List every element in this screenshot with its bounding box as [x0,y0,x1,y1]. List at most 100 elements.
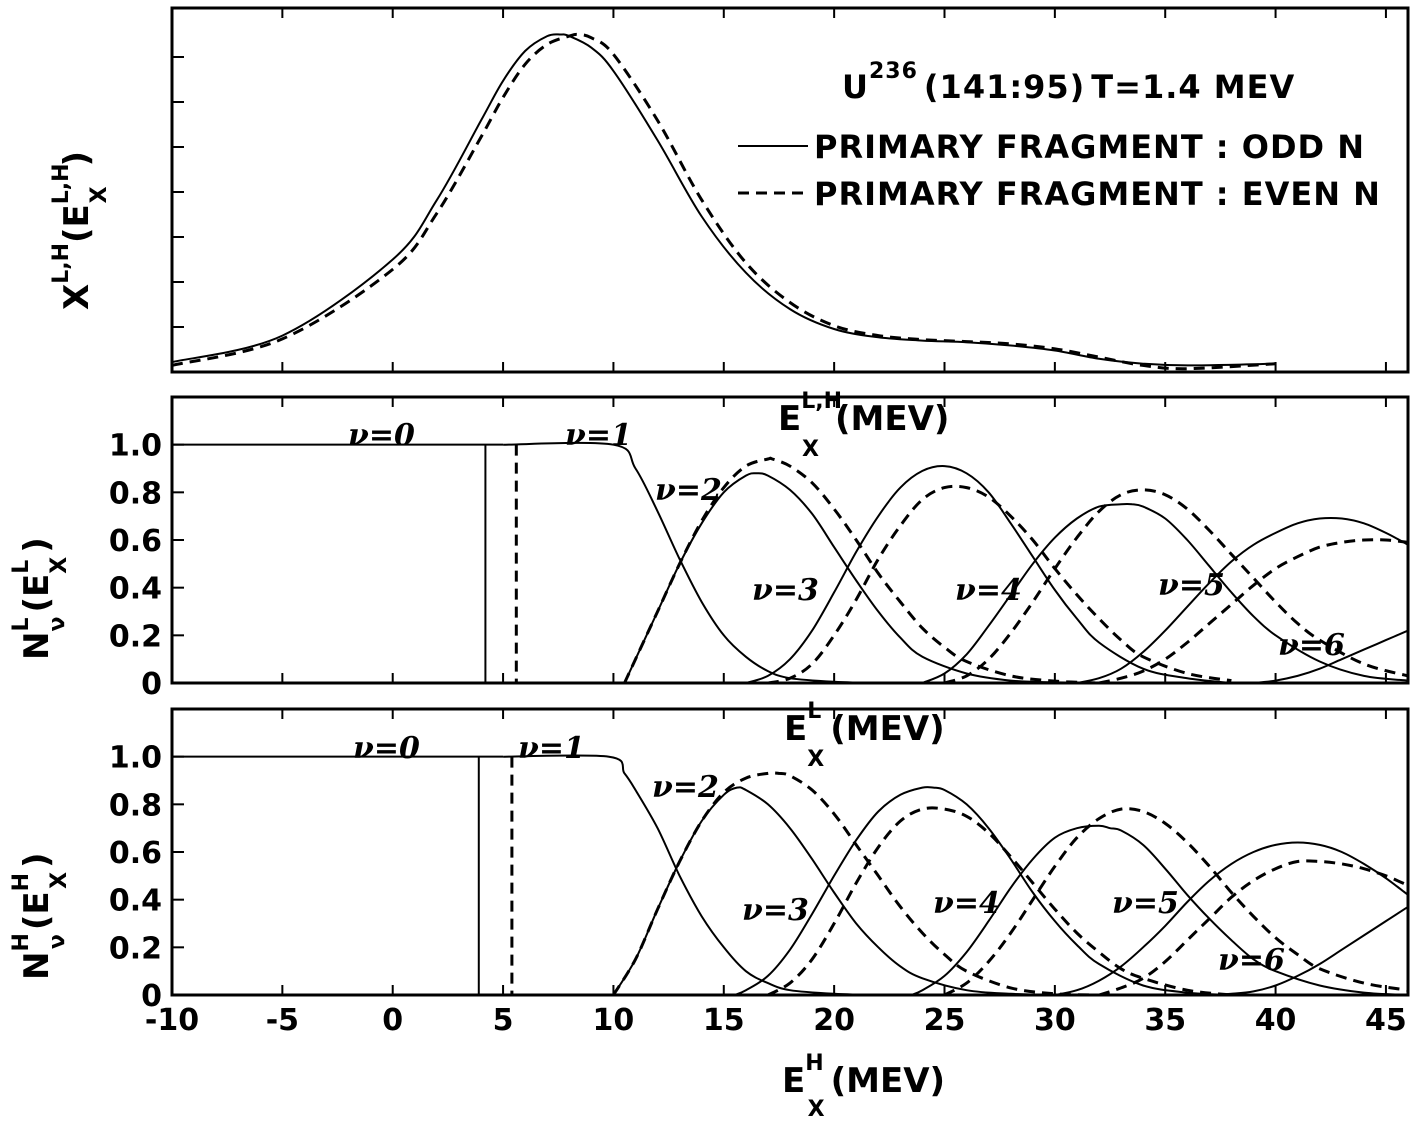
bottom-ylabel-sub: ν [45,934,70,949]
bottom-ylabel-sup: H [9,933,34,951]
x-tick-label: -5 [266,1003,299,1038]
curve--1 [503,754,923,997]
y-tick-label: 0.6 [109,836,162,871]
middle-xlabel: EL X(MEV) [784,699,945,772]
middle-ylabel-base: N [17,632,57,660]
top-xlabel-unit: (MEV) [835,399,949,439]
curve--5-even [1098,859,1409,997]
x-tick-label: 25 [924,1003,966,1038]
curve--2-even [623,456,1100,685]
curve--2-odd [612,786,1100,997]
curve-label-nu-3: ν=3 [742,893,809,928]
y-tick-label: 1.0 [109,741,162,776]
middle-ylabel-arg-close: ) [17,537,57,553]
curve-label-nu-4: ν=4 [955,573,1022,608]
middle-xlabel-unit: (MEV) [830,709,944,749]
curve--3-odd [734,786,1232,996]
middle-ylabel-arg-sub: X [47,557,72,574]
middle-xlabel-sup: L [807,699,821,724]
curve-label-nu-6: ν=6 [1278,628,1345,663]
curve--1 [503,441,923,685]
top-xlabel-base: E [778,399,801,439]
bottom-ylabel-arg-sup: H [9,873,34,891]
curve-primary-fragment-even-n-even [171,32,1276,371]
y-tick-label: 1.0 [109,429,162,464]
x-tick-label: -10 [145,1003,199,1038]
x-tick-label: 5 [493,1003,514,1038]
curve--6 [1253,629,1409,684]
y-tick-label: 0.8 [109,788,162,823]
top-ylabel-base: X [57,284,97,310]
curve--4-even [944,488,1409,685]
curve-label-nu-1: ν=1 [565,418,632,453]
curve-label-nu-2: ν=2 [652,770,719,805]
top-ylabel-arg-open: (E [57,204,97,243]
bottom-xlabel-sup: H [805,1051,823,1076]
middle-ylabel-arg-open: (E [17,574,57,613]
curve--5-odd [1054,841,1409,996]
bottom-ylabel-arg-sub: X [47,872,72,889]
y-tick-label: 0.2 [109,619,162,654]
top-title: U236 (141:95) T=1.4 MEV [842,59,1295,106]
top-title-ratio: (141:95) [924,68,1085,106]
curve--3-odd [745,465,1232,684]
bottom-ylabel-base: N [17,952,57,980]
y-tick-label: 0.6 [109,524,162,559]
middle-ylabel: NL ν(EL X) [9,537,72,660]
x-tick-label: 0 [382,1003,403,1038]
curve-label-nu-5: ν=5 [1158,568,1225,603]
x-tick-label: 20 [813,1003,855,1038]
top-ylabel-sup: L,H [49,243,74,284]
curve-label-nu-0: ν=0 [353,731,420,766]
top-title-nucleus: U [842,68,869,106]
x-tick-label: 30 [1034,1003,1076,1038]
curve--4-odd [922,503,1409,684]
bottom-xlabel-sub: X [808,1097,825,1122]
top-ylabel: XL,H(EL,H X) [49,151,112,310]
y-tick-label: 0.2 [109,931,162,966]
top-xlabel-sup: L,H [801,389,842,414]
y-tick-label: 0 [141,979,162,1014]
bottom-xlabel: EH X(MEV) [782,1051,945,1122]
middle-ylabel-arg-sup: L [9,560,34,574]
middle-xlabel-sub: X [807,747,824,772]
top-ylabel-arg-close: ) [57,151,97,167]
x-tick-label: 40 [1255,1003,1297,1038]
bottom-ylabel-arg-close: ) [17,852,57,868]
y-tick-label: 0 [141,667,162,702]
y-tick-label: 0.8 [109,476,162,511]
curve-label-nu-4: ν=4 [933,886,1000,921]
bottom-xlabel-base: E [782,1061,805,1101]
curve-label-nu-5: ν=5 [1112,886,1179,921]
curve-label-nu-0: ν=0 [348,418,415,453]
curve-label-nu-1: ν=1 [518,731,585,766]
legend-odd-n: PRIMARY FRAGMENT : ODD N [814,128,1365,166]
bottom-ylabel-arg-open: (E [17,891,57,930]
bottom-ylabel: NH ν(EH X) [9,852,72,980]
top-title-mass: 236 [869,59,918,84]
curve--3-even [767,484,1232,685]
curve--5-even [1098,538,1409,685]
y-tick-label: 0.4 [109,884,162,919]
curve-primary-fragment-odd-n-odd [171,33,1276,367]
top-xlabel-sub: X [802,437,819,462]
curve-label-nu-2: ν=2 [655,473,722,508]
legend-even-n: PRIMARY FRAGMENT : EVEN N [814,175,1381,213]
top-xlabel: EL,H X (MEV) [778,389,949,462]
curve--5-odd [1076,516,1409,684]
x-tick-label: 45 [1365,1003,1407,1038]
top-title-temperature: T=1.4 MEV [1091,68,1295,106]
middle-ylabel-sub: ν [45,617,70,632]
top-ylabel-arg-sub: X [87,186,112,203]
curve-label-nu-6: ν=6 [1218,943,1285,978]
bottom-xlabel-unit: (MEV) [831,1061,945,1101]
curve-label-nu-3: ν=3 [752,573,819,608]
middle-ylabel-sup: L [9,618,34,632]
x-tick-label: 35 [1144,1003,1186,1038]
x-tick-label: 15 [703,1003,745,1038]
curve--4-even [943,807,1409,997]
top-ylabel-arg-sup: L,H [49,163,74,204]
curve--6 [1209,905,1409,996]
middle-xlabel-base: E [784,709,807,749]
